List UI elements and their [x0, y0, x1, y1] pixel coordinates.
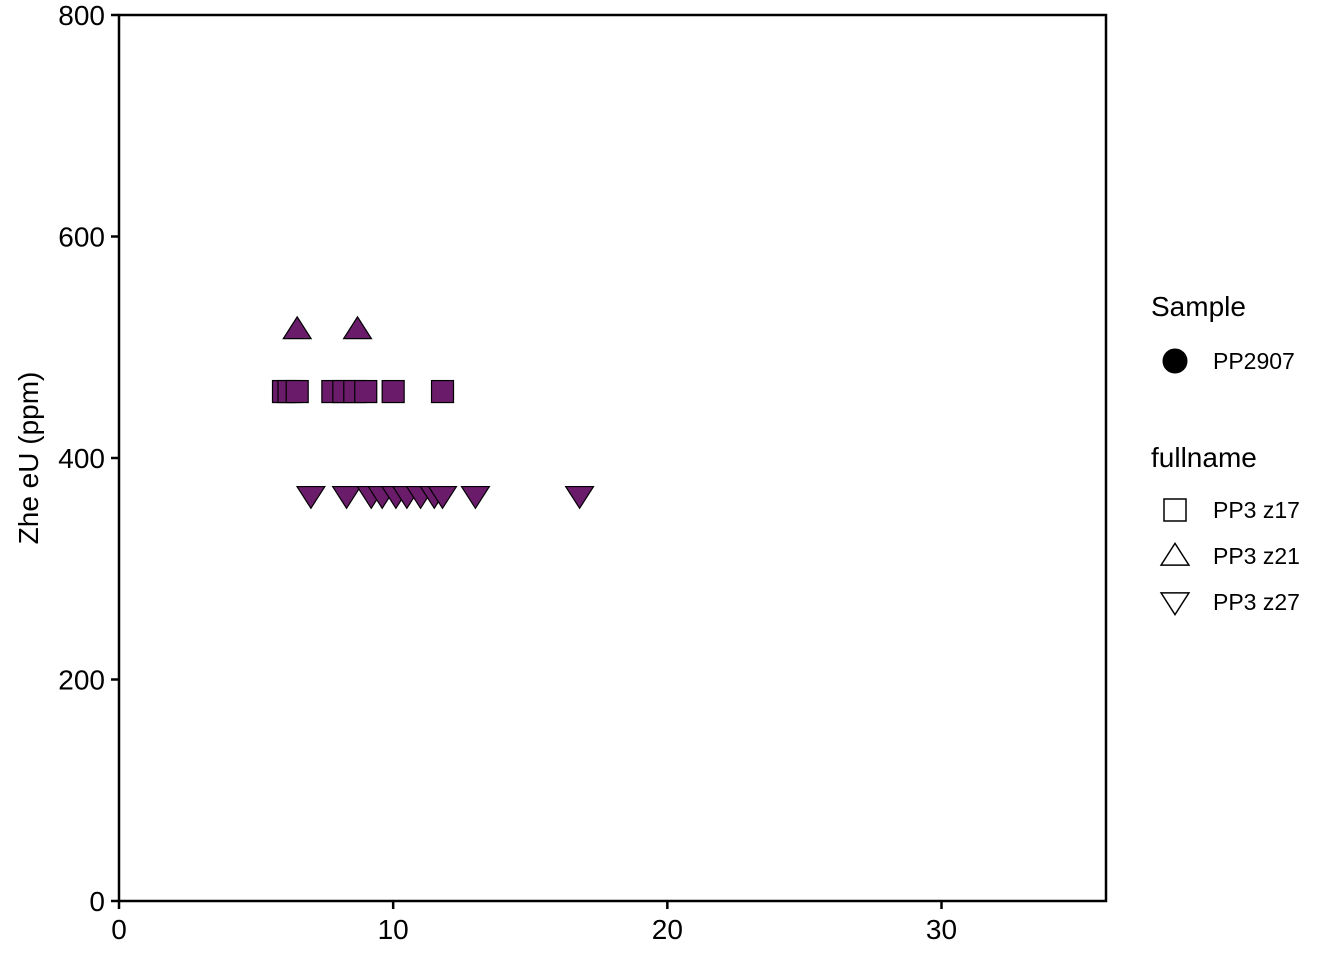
point-pp3-z27: [331, 485, 362, 510]
y-tick-label: 0: [89, 886, 105, 917]
legend-label: PP3 z27: [1213, 589, 1300, 615]
point-pp3-z27: [460, 485, 491, 510]
point-pp3-z21: [342, 315, 373, 340]
x-tick-label: 20: [652, 914, 683, 945]
legend-label: PP2907: [1213, 348, 1295, 374]
x-tick-label: 0: [111, 914, 127, 945]
legend-label: PP3 z17: [1213, 497, 1300, 523]
point-pp3-z27: [295, 485, 326, 510]
y-tick-label: 600: [58, 222, 105, 253]
legend-key-circle: [1162, 348, 1188, 374]
x-tick-label: 10: [378, 914, 409, 945]
y-axis-title: Zhe eU (ppm): [13, 372, 44, 545]
y-tick-label: 800: [58, 0, 105, 31]
legend-sample-items: PP2907: [1162, 348, 1295, 374]
legend-key-square: [1163, 498, 1187, 522]
point-pp3-z17: [430, 379, 455, 404]
point-pp3-z27: [427, 485, 458, 510]
legend-label: PP3 z21: [1213, 543, 1300, 569]
legend-key-triangle-up: [1159, 541, 1191, 566]
point-pp3-z27: [564, 485, 595, 510]
point-pp3-z17: [285, 379, 309, 404]
legend-title-fullname: fullname: [1151, 442, 1257, 473]
y-axis: 0 200 400 600 800: [58, 0, 119, 917]
x-axis: 0 10 20 30: [111, 901, 957, 945]
data-points: [271, 315, 595, 510]
legend-key-triangle-down: [1159, 592, 1191, 617]
y-tick-label: 200: [58, 665, 105, 696]
point-pp3-z17: [354, 379, 378, 404]
legend-title-sample: Sample: [1151, 291, 1246, 322]
legend-fullname-items: PP3 z17 PP3 z21 PP3 z27: [1159, 497, 1300, 617]
point-pp3-z17: [381, 379, 405, 404]
x-tick-label: 30: [926, 914, 957, 945]
y-tick-label: 400: [58, 443, 105, 474]
plot-panel: [117, 13, 1108, 903]
point-pp3-z21: [282, 315, 313, 340]
